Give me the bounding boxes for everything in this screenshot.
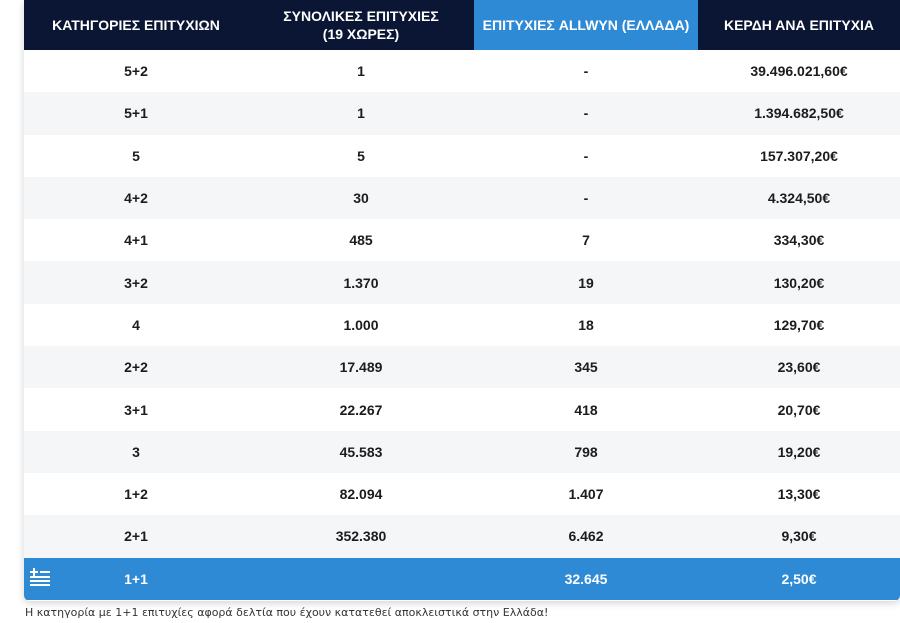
table-body: 5+2 1 - 39.496.021,60€ 5+1 1 - 1.394.682,50€ 5 5 -… bbox=[24, 50, 900, 558]
row-category: 3+2 bbox=[124, 274, 148, 291]
row-category: 4+2 bbox=[124, 190, 148, 207]
row-allwyn-winners: - bbox=[583, 105, 589, 122]
row-prize: 157.307,20€ bbox=[760, 147, 838, 164]
row-category: 1+2 bbox=[124, 486, 148, 503]
results-table: ΚΑΤΗΓΟΡΙΕΣ ΕΠΙΤΥΧΙΩΝ ΣΥΝΟΛΙΚΕΣ ΕΠΙΤΥΧΙΕΣ… bbox=[24, 0, 900, 601]
footnote: Η κατηγορία με 1+1 επιτυχίες αφορά δελτί… bbox=[25, 606, 549, 619]
row-allwyn-winners: 18 bbox=[578, 316, 594, 333]
row-total-winners: 22.267 bbox=[339, 401, 383, 418]
row-category: 5 bbox=[132, 147, 140, 164]
row-allwyn-winners: 798 bbox=[574, 443, 598, 460]
header-allwyn-winners: ΕΠΙΤΥΧΙΕΣ ALLWYN (ΕΛΛΑΔΑ) bbox=[474, 0, 698, 50]
row-total-winners: 5 bbox=[357, 147, 365, 164]
footer-total bbox=[248, 558, 474, 600]
header-prize-per-winner: ΚΕΡΔΗ ΑΝΑ ΕΠΙΤΥΧΙΑ bbox=[723, 17, 875, 33]
row-category: 4 bbox=[132, 316, 140, 333]
row-allwyn-winners: 345 bbox=[574, 359, 598, 376]
row-total-winners: 485 bbox=[349, 232, 373, 249]
table-row: 3+1 22.267 418 20,70€ bbox=[24, 388, 900, 431]
row-category: 4+1 bbox=[124, 232, 148, 249]
row-prize: 39.496.021,60€ bbox=[750, 63, 848, 80]
footer-prize: 2,50€ bbox=[781, 570, 817, 587]
table-row: 3 45.583 798 19,20€ bbox=[24, 430, 900, 473]
table-row: 5+2 1 - 39.496.021,60€ bbox=[24, 50, 900, 93]
row-category: 5+1 bbox=[124, 105, 148, 122]
header-total-winners: ΣΥΝΟΛΙΚΕΣ ΕΠΙΤΥΧΙΕΣ (19 ΧΩΡΕΣ) bbox=[283, 8, 439, 42]
table-row: 4+2 30 - 4.324,50€ bbox=[24, 176, 900, 220]
table-row: 4 1.000 18 129,70€ bbox=[24, 303, 900, 347]
row-total-winners: 17.489 bbox=[339, 359, 383, 376]
table-row: 4+1 485 7 334,30€ bbox=[24, 219, 900, 262]
table-row: 5 5 - 157.307,20€ bbox=[24, 134, 900, 177]
row-total-winners: 82.094 bbox=[339, 486, 383, 503]
row-total-winners: 30 bbox=[353, 190, 369, 207]
footer-allwyn: 32.645 bbox=[564, 570, 608, 587]
row-prize: 13,30€ bbox=[777, 486, 821, 503]
row-category: 2+1 bbox=[124, 528, 148, 545]
row-prize: 129,70€ bbox=[773, 316, 825, 333]
row-prize: 19,20€ bbox=[777, 443, 821, 460]
row-prize: 4.324,50€ bbox=[767, 190, 831, 207]
row-total-winners: 1 bbox=[357, 63, 365, 80]
row-total-winners: 1.000 bbox=[343, 316, 379, 333]
greek-flag-icon bbox=[30, 567, 50, 588]
table-row: 1+2 82.094 1.407 13,30€ bbox=[24, 472, 900, 516]
row-allwyn-winners: 6.462 bbox=[568, 528, 604, 545]
table-footer-row: 1+1 32.645 2,50€ bbox=[24, 557, 900, 600]
row-allwyn-winners: 1.407 bbox=[568, 486, 604, 503]
row-allwyn-winners: - bbox=[583, 147, 589, 164]
row-allwyn-winners: - bbox=[583, 63, 589, 80]
header-categories: ΚΑΤΗΓΟΡΙΕΣ ΕΠΙΤΥΧΙΩΝ bbox=[52, 17, 220, 33]
row-total-winners: 352.380 bbox=[335, 528, 387, 545]
row-prize: 9,30€ bbox=[781, 528, 817, 545]
table-row: 5+1 1 - 1.394.682,50€ bbox=[24, 92, 900, 135]
row-category: 3+1 bbox=[124, 401, 148, 418]
row-category: 3 bbox=[132, 443, 140, 460]
row-prize: 334,30€ bbox=[773, 232, 825, 249]
row-allwyn-winners: - bbox=[583, 190, 589, 207]
row-total-winners: 45.583 bbox=[339, 443, 383, 460]
row-category: 5+2 bbox=[124, 63, 148, 80]
row-prize: 130,20€ bbox=[773, 274, 825, 291]
row-category: 2+2 bbox=[124, 359, 148, 376]
table-row: 2+2 17.489 345 23,60€ bbox=[24, 346, 900, 389]
row-total-winners: 1 bbox=[357, 105, 365, 122]
footer-category: 1+1 bbox=[124, 570, 148, 587]
row-allwyn-winners: 7 bbox=[582, 232, 590, 249]
row-prize: 1.394.682,50€ bbox=[754, 105, 844, 122]
row-allwyn-winners: 418 bbox=[574, 401, 598, 418]
row-prize: 23,60€ bbox=[777, 359, 821, 376]
table-row: 2+1 352.380 6.462 9,30€ bbox=[24, 515, 900, 558]
row-total-winners: 1.370 bbox=[343, 274, 379, 291]
table-header: ΚΑΤΗΓΟΡΙΕΣ ΕΠΙΤΥΧΙΩΝ ΣΥΝΟΛΙΚΕΣ ΕΠΙΤΥΧΙΕΣ… bbox=[24, 0, 900, 50]
table-row: 3+2 1.370 19 130,20€ bbox=[24, 261, 900, 304]
row-allwyn-winners: 19 bbox=[578, 274, 594, 291]
row-prize: 20,70€ bbox=[777, 401, 821, 418]
